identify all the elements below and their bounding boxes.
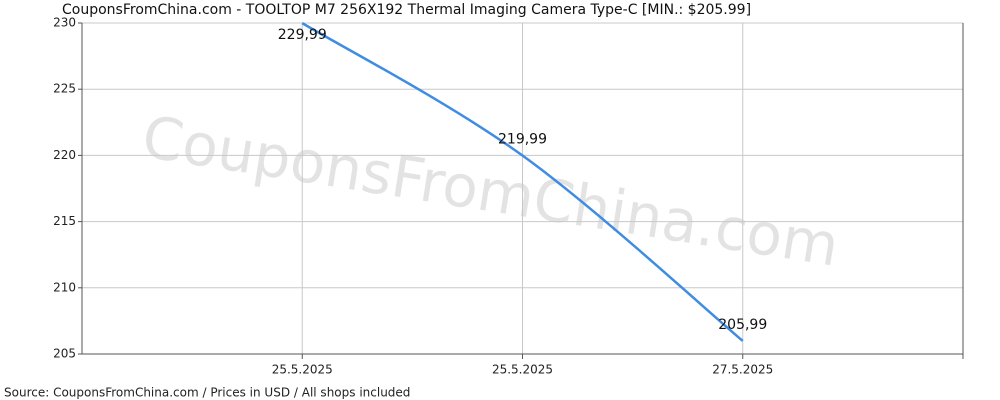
y-tick-label: 215 (53, 214, 76, 228)
y-tick-label: 205 (53, 347, 76, 361)
line-series (301, 22, 744, 342)
chart-title: CouponsFromChina.com - TOOLTOP M7 256X19… (62, 2, 751, 18)
watermark: CouponsFromChina.com (138, 103, 844, 280)
x-tick-label: 25.5.2025 (492, 363, 553, 377)
y-tick-label: 210 (53, 280, 76, 294)
y-tick-label: 220 (53, 148, 76, 162)
y-tick-label: 230 (53, 16, 76, 30)
data-label: 205,99 (718, 317, 767, 333)
x-tick-label: 25.5.2025 (272, 363, 333, 377)
data-label: 229,99 (278, 27, 327, 43)
data-label: 219,99 (498, 132, 547, 148)
source-note: Source: CouponsFromChina.com / Prices in… (4, 386, 410, 400)
x-tick-label: 27.5.2025 (712, 363, 773, 377)
y-tick-label: 225 (53, 82, 76, 96)
